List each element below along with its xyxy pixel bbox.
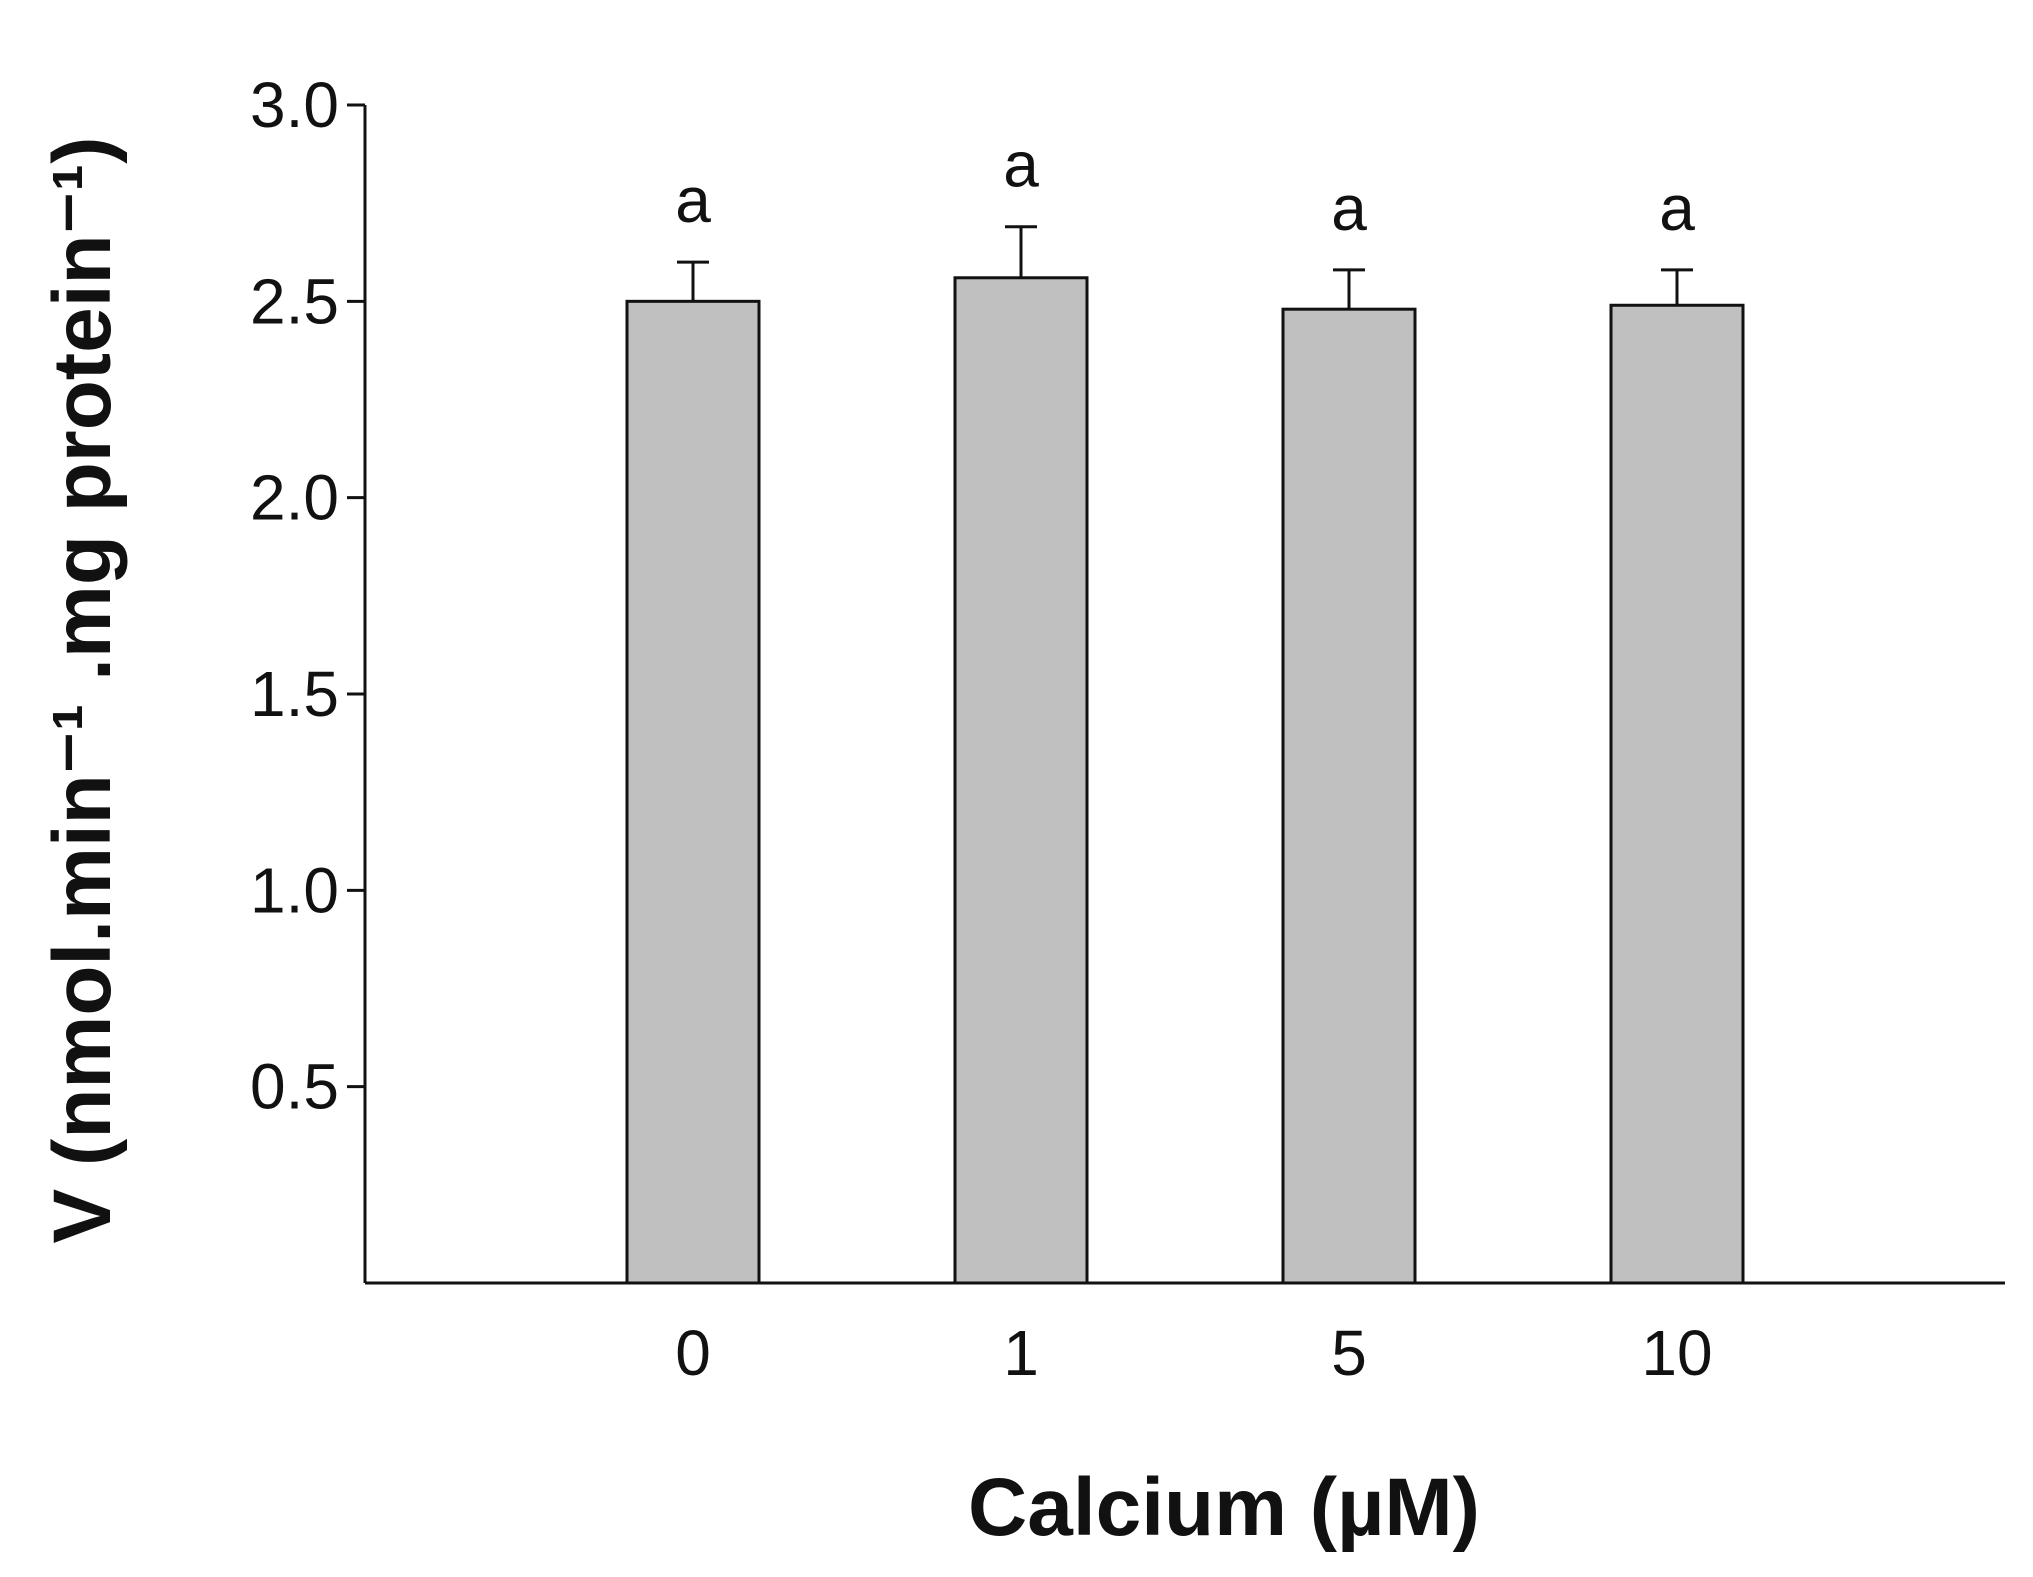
y-tick-label: 2.0: [250, 462, 339, 534]
x-tick-label: 0: [675, 1317, 711, 1389]
y-tick-label: 1.0: [250, 854, 339, 926]
x-axis-title: Calcium (µM): [968, 1462, 1480, 1553]
significance-label: a: [1331, 172, 1367, 244]
x-tick-label: 1: [1003, 1317, 1039, 1389]
bar: [1609, 303, 1745, 1285]
significance-label: a: [1003, 129, 1039, 201]
bar: [953, 276, 1089, 1285]
y-tick-label: 0.5: [250, 1051, 339, 1123]
plot-area: 0.5 1.0 1.5 2.0 2.5 3.0 a 0 a 1 a 5 a 10: [250, 69, 2005, 1389]
x-tick-label: 10: [1641, 1317, 1712, 1389]
bar: [1281, 307, 1417, 1285]
x-tick-label: 5: [1331, 1317, 1367, 1389]
y-tick-label: 2.5: [250, 265, 339, 337]
bar: [625, 299, 761, 1285]
y-tick-label: 3.0: [250, 69, 339, 141]
significance-label: a: [1659, 172, 1695, 244]
y-tick-label: 1.5: [250, 658, 339, 730]
significance-label: a: [675, 164, 711, 236]
y-axis-title: V (nmol.min⁻¹ .mg protein⁻¹): [37, 137, 128, 1244]
